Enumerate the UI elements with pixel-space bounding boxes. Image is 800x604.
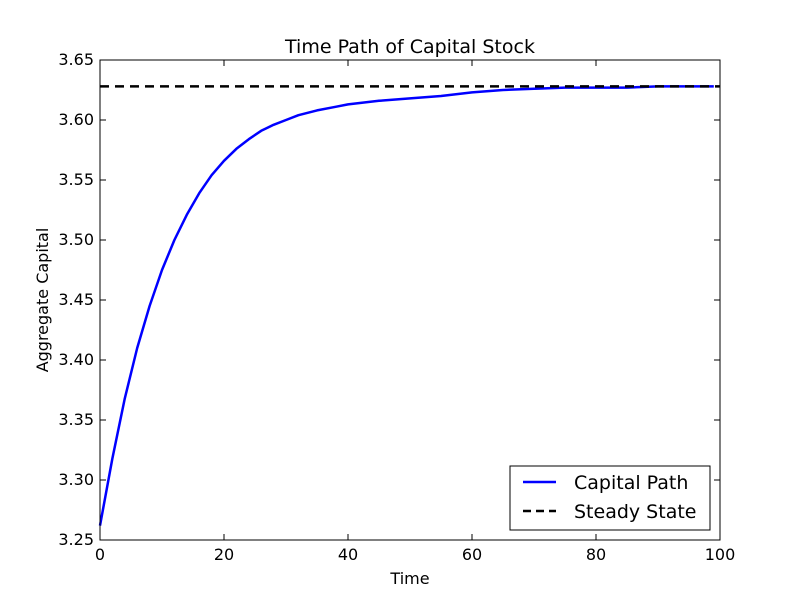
series-line-capital-path [98,85,714,526]
y-tick-label: 3.30 [58,470,94,489]
y-tick-label: 3.40 [58,350,94,369]
x-tick-label: 20 [214,545,234,564]
plot-layer [98,85,720,526]
y-tick-label: 3.60 [58,110,94,129]
y-axis-label: Aggregate Capital [33,228,52,373]
y-tick-label: 3.55 [58,170,94,189]
y-tick-label: 3.45 [58,290,94,309]
legend-box [509,465,711,531]
x-tick-label: 0 [95,545,105,564]
x-tick-label: 40 [338,545,358,564]
y-tick-label: 3.50 [58,230,94,249]
legend: Capital Path Steady State [509,465,711,531]
ticks-layer: 0 20 40 60 80 100 3.25 3.30 3.35 3.40 3.45 3.50 3.55… [58,50,735,564]
x-tick-label: 100 [705,545,736,564]
chart-title: Time Path of Capital Stock [284,36,535,58]
y-tick-label: 3.65 [58,50,94,69]
y-tick-label: 3.25 [58,530,94,549]
legend-label-capital-path: Capital Path [574,472,688,494]
y-tick-label: 3.35 [58,410,94,429]
legend-label-steady-state: Steady State [574,501,696,523]
x-tick-label: 80 [586,545,606,564]
x-axis-label: Time [389,569,429,588]
x-tick-label: 60 [462,545,482,564]
